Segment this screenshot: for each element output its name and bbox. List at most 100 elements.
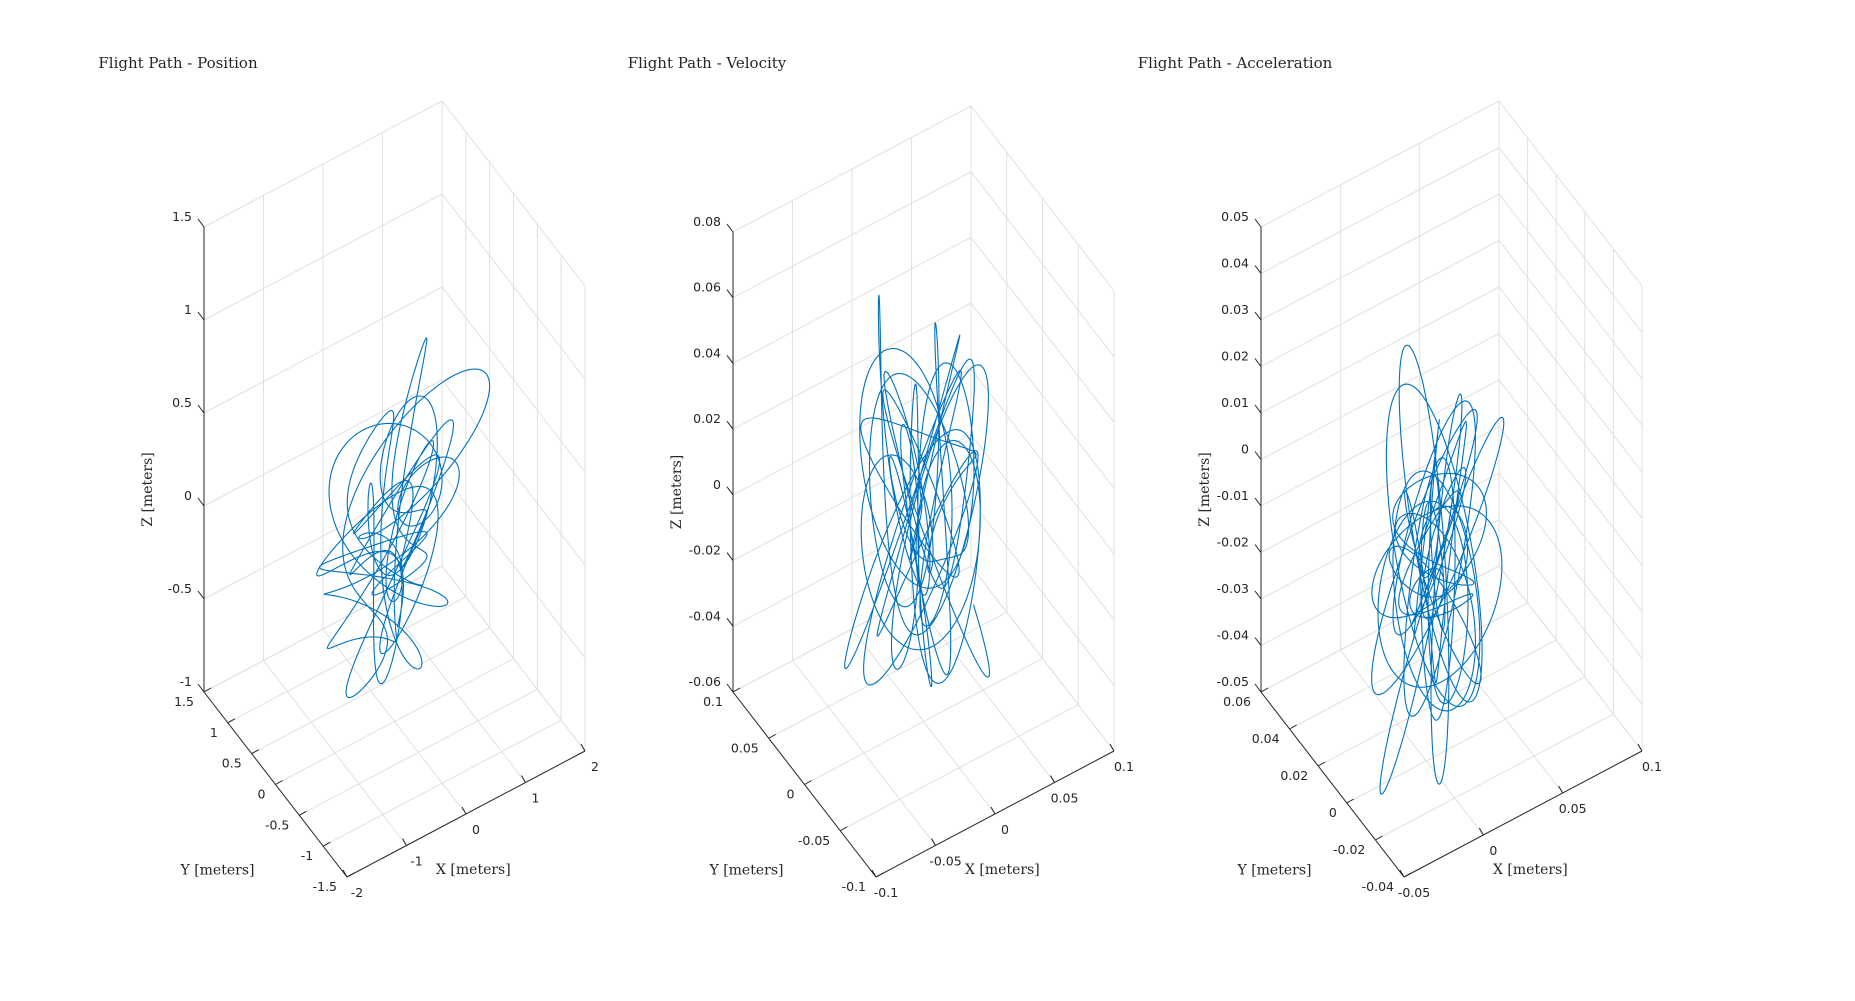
z-tick bbox=[726, 289, 734, 299]
flight-path-line bbox=[316, 337, 491, 699]
y-tick bbox=[1260, 687, 1269, 693]
x-tick-label: -1 bbox=[410, 854, 422, 869]
z-tick-label: 0.02 bbox=[1221, 349, 1249, 364]
x-tick bbox=[580, 743, 586, 752]
z-tick bbox=[197, 497, 205, 507]
y-tick-label: 0.06 bbox=[1223, 694, 1251, 709]
x-tick-label: 0.05 bbox=[1051, 791, 1079, 806]
z-tick bbox=[197, 590, 205, 600]
z-tick-label: 0.02 bbox=[693, 411, 721, 426]
z-tick-label: -0.5 bbox=[168, 581, 192, 596]
x-tick-label: 0 bbox=[472, 822, 480, 837]
y-tick bbox=[732, 687, 741, 693]
x-tick bbox=[1637, 743, 1643, 752]
x-tick bbox=[461, 806, 467, 815]
y-tick-label: -0.5 bbox=[265, 817, 289, 832]
x-tick-label: 0.1 bbox=[1114, 759, 1134, 774]
x-tick bbox=[990, 806, 996, 815]
plot-title: Flight Path - Velocity bbox=[628, 54, 787, 72]
y-tick bbox=[275, 780, 283, 785]
z-tick-label: 0 bbox=[1241, 442, 1249, 457]
y-tick bbox=[1375, 835, 1383, 841]
z-tick bbox=[197, 311, 205, 321]
x-tick bbox=[871, 869, 877, 878]
y-tick bbox=[1346, 798, 1355, 804]
y-tick-label: 0.05 bbox=[731, 740, 759, 755]
z-tick bbox=[1254, 358, 1262, 367]
x-tick-label: -0.05 bbox=[929, 854, 961, 869]
y-tick-label: 0.04 bbox=[1252, 731, 1280, 746]
z-tick-label: -0.05 bbox=[1217, 674, 1249, 689]
z-tick-label: 1 bbox=[184, 302, 192, 317]
x-tick bbox=[342, 869, 348, 878]
plot-title: Flight Path - Acceleration bbox=[1138, 54, 1333, 72]
z-tick bbox=[726, 223, 734, 233]
z-tick-label: 0.04 bbox=[693, 345, 721, 360]
plot-title: Flight Path - Position bbox=[98, 54, 258, 72]
x-tick bbox=[1558, 785, 1564, 794]
x-tick bbox=[931, 838, 936, 846]
grid-lines bbox=[203, 100, 586, 878]
z-tick-label: 0.04 bbox=[1221, 256, 1249, 271]
z-tick bbox=[726, 420, 734, 430]
y-tick bbox=[840, 826, 848, 832]
flight-path-line bbox=[1371, 344, 1505, 795]
y-tick-label: -0.05 bbox=[798, 833, 830, 848]
z-tick bbox=[197, 218, 205, 228]
z-tick bbox=[726, 683, 734, 693]
grid-lines bbox=[732, 105, 1115, 878]
y-tick-label: -0.02 bbox=[1333, 842, 1365, 857]
z-tick-label: 0.01 bbox=[1221, 395, 1249, 410]
z-tick-label: -0.02 bbox=[689, 543, 721, 558]
z-axis-label: Z [meters] bbox=[669, 455, 685, 529]
z-tick-label: 0.5 bbox=[172, 395, 192, 410]
flight-path-line bbox=[844, 294, 990, 687]
z-tick-label: 0 bbox=[184, 488, 192, 503]
x-tick-label: -0.1 bbox=[874, 885, 898, 900]
y-tick-label: 1 bbox=[210, 725, 218, 740]
y-tick-label: 1.5 bbox=[174, 694, 194, 709]
z-tick-label: 0.06 bbox=[693, 280, 721, 295]
y-axis-label: Y [meters] bbox=[709, 863, 784, 879]
z-tick bbox=[1254, 683, 1262, 693]
y-tick-label: -1 bbox=[301, 848, 313, 863]
z-axis-label: Z [meters] bbox=[140, 452, 156, 526]
position-plot: Flight Path - Position X [meters] Y [met… bbox=[98, 54, 599, 900]
x-tick bbox=[1399, 869, 1405, 878]
tick-labels: -0.06 -0.04 -0.02 0 0.02 0.04 0.06 0.08 -0.1 -0.0… bbox=[689, 214, 1134, 900]
z-axis-label: Z [meters] bbox=[1197, 452, 1213, 526]
z-tick-label: -1 bbox=[180, 674, 192, 689]
x-axis-label: X [meters] bbox=[1493, 862, 1568, 878]
x-tick-label: 0.05 bbox=[1559, 801, 1587, 816]
y-tick bbox=[346, 872, 355, 878]
x-tick-label: 0.1 bbox=[1642, 759, 1662, 774]
z-tick bbox=[726, 552, 734, 561]
tick-labels: -1 -0.5 0 0.5 1 1.5 -1.5 -1 -0.5 0 0.5 1 1.5 -2 -1 0 1 2 bbox=[168, 209, 599, 900]
x-axis-line bbox=[1403, 750, 1643, 878]
tick-labels: -0.05 -0.04 -0.03 -0.02 -0.01 0 0.01 0.02 0.03 0.… bbox=[1217, 209, 1662, 900]
z-tick bbox=[1254, 404, 1262, 414]
x-tick-label: -0.05 bbox=[1398, 885, 1430, 900]
y-tick-label: 0 bbox=[1329, 805, 1337, 820]
x-tick-label: 0 bbox=[1489, 843, 1497, 858]
y-tick bbox=[203, 687, 212, 693]
acceleration-plot: Flight Path - Acceleration X [meters] Y … bbox=[1138, 54, 1662, 900]
x-axis-label: X [meters] bbox=[436, 862, 511, 878]
x-tick bbox=[402, 838, 407, 846]
x-tick-label: 0 bbox=[1001, 822, 1009, 837]
y-tick bbox=[804, 780, 812, 785]
x-axis-label: X [meters] bbox=[965, 862, 1040, 878]
z-tick-label: -0.02 bbox=[1217, 535, 1249, 550]
y-tick-label: 0.1 bbox=[703, 694, 723, 709]
z-tick bbox=[726, 355, 734, 364]
z-tick bbox=[1254, 218, 1262, 228]
z-tick-label: -0.06 bbox=[689, 674, 721, 689]
z-tick bbox=[1254, 590, 1262, 600]
z-tick bbox=[726, 486, 734, 496]
y-tick bbox=[768, 733, 776, 739]
z-tick-label: -0.04 bbox=[1217, 628, 1249, 643]
velocity-plot: Flight Path - Velocity X [meters] Y [met… bbox=[628, 54, 1134, 900]
x-tick-label: 1 bbox=[532, 791, 540, 806]
y-tick bbox=[251, 749, 259, 755]
